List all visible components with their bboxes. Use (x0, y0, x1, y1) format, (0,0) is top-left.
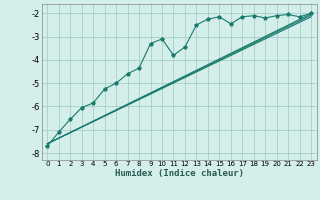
X-axis label: Humidex (Indice chaleur): Humidex (Indice chaleur) (115, 169, 244, 178)
